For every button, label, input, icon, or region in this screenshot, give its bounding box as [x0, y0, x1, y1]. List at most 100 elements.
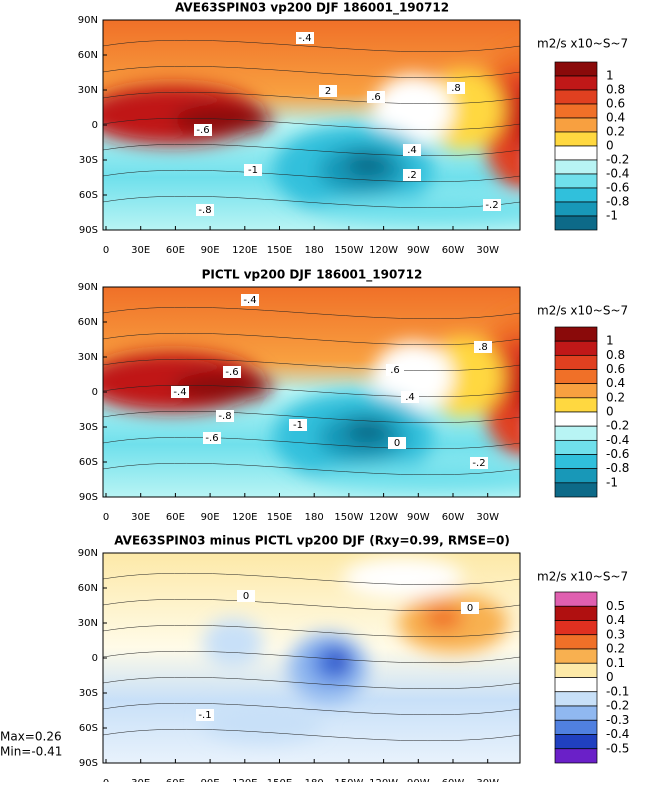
- contour-label: .2: [407, 170, 417, 181]
- colorbar-box: [554, 705, 598, 721]
- contour-line: [103, 677, 520, 689]
- min-stat: Min=-0.41: [0, 745, 62, 759]
- colorbar-box: [554, 439, 598, 455]
- colorbar-box: [554, 691, 598, 707]
- y-tick-label: 60N: [78, 317, 98, 328]
- contour-line: [103, 40, 520, 52]
- contour-region: [346, 420, 390, 444]
- contour-label: -.1: [198, 710, 211, 721]
- x-tick-label: 150W: [334, 778, 363, 782]
- contour-region: [328, 651, 348, 671]
- max-stat: Max=0.26: [0, 730, 62, 744]
- contour-line: [103, 359, 520, 371]
- contour-label-box: [196, 204, 214, 216]
- contour-line: [103, 196, 520, 208]
- contour-label: -.6: [205, 433, 218, 444]
- y-tick-label: 30N: [78, 352, 98, 363]
- colorbar-box: [554, 411, 598, 427]
- x-tick-label: 90E: [201, 778, 220, 782]
- contour-region: [513, 93, 520, 147]
- colorbar-box: [554, 634, 598, 650]
- contour-line: [103, 92, 520, 104]
- contour-line: [103, 385, 520, 397]
- colorbar-label: 0.8: [606, 83, 625, 97]
- y-tick-label: 30N: [78, 618, 98, 629]
- contour-label: -.8: [218, 411, 231, 422]
- x-tick-label: 180: [305, 512, 324, 523]
- colorbar-box: [554, 620, 598, 636]
- colorbar-label: -0.2: [606, 699, 629, 713]
- contour-label-box: [403, 144, 421, 156]
- colorbar-box: [554, 591, 598, 607]
- x-tick-label: 90W: [407, 778, 430, 782]
- contour-line: [103, 463, 520, 475]
- y-tick-label: 90N: [78, 548, 98, 559]
- contour-fill: [203, 558, 508, 743]
- x-tick-label: 0: [103, 778, 109, 782]
- colorbar-box: [554, 173, 598, 189]
- colorbar-box: [554, 145, 598, 161]
- contour-label-box: [196, 709, 214, 721]
- colorbar-box: [554, 159, 598, 175]
- contour-label-box: [470, 457, 488, 469]
- y-tick-label: 30S: [79, 688, 98, 699]
- x-tick-label: 150W: [334, 245, 363, 256]
- colorbar-label: -0.2: [606, 419, 629, 433]
- contour-region: [203, 703, 323, 743]
- contour-line: [103, 729, 520, 741]
- colorbar-label: -0.4: [606, 727, 629, 741]
- colorbar-label: -0.1: [606, 684, 629, 698]
- colorbar-label: -0.3: [606, 713, 629, 727]
- colorbar-label: -1: [606, 475, 618, 489]
- contour-label: -1: [248, 165, 258, 176]
- panel: AVE63SPIN03 minus PICTL vp200 DJF (Rxy=0…: [78, 534, 630, 786]
- contour-label-box: [216, 410, 234, 422]
- contour-region: [346, 153, 390, 177]
- colorbar-box: [554, 103, 598, 119]
- contour-line: [103, 170, 520, 182]
- contour-label: -1: [293, 420, 303, 431]
- x-tick-label: 30W: [476, 778, 499, 782]
- colorbar-label: -0.2: [606, 153, 629, 167]
- colorbar-label: -0.5: [606, 741, 629, 755]
- colorbar-box: [554, 75, 598, 91]
- contour-label: .6: [371, 92, 381, 103]
- colorbar-label: -1: [606, 209, 618, 223]
- x-tick-label: 120W: [369, 512, 398, 523]
- panel-title: AVE63SPIN03 vp200 DJF 186001_190712: [175, 1, 449, 16]
- contour-region: [373, 342, 453, 412]
- colorbar-box: [554, 131, 598, 147]
- contour-region: [513, 360, 520, 414]
- colorbar-box: [554, 468, 598, 484]
- colorbar-box: [554, 425, 598, 441]
- colorbar-box: [554, 326, 598, 342]
- y-tick-label: 90S: [79, 225, 98, 236]
- panel-title: AVE63SPIN03 minus PICTL vp200 DJF (Rxy=0…: [114, 534, 510, 548]
- x-tick-label: 60E: [166, 245, 185, 256]
- colorbar-label: -0.4: [606, 433, 629, 447]
- contour-label-box: [461, 602, 479, 614]
- x-tick-label: 30E: [131, 512, 150, 523]
- contour-line: [103, 625, 520, 637]
- contour-label-box: [289, 419, 307, 431]
- map-field: [103, 287, 520, 497]
- x-tick-label: 120W: [369, 245, 398, 256]
- map-field: [103, 553, 520, 763]
- contour-label-box: [203, 432, 221, 444]
- contour-region: [203, 618, 263, 668]
- x-tick-label: 180: [305, 778, 324, 782]
- x-tick-label: 90W: [407, 512, 430, 523]
- colorbar-box: [554, 340, 598, 356]
- x-tick-label: 60E: [166, 512, 185, 523]
- colorbar-box: [554, 187, 598, 203]
- colorbar-label: -0.6: [606, 181, 629, 195]
- contour-label: -.4: [243, 295, 256, 306]
- contour-label-box: [223, 366, 241, 378]
- colorbar-box: [554, 369, 598, 385]
- y-tick-label: 90S: [79, 492, 98, 503]
- contour-label-box: [319, 85, 337, 97]
- contour-label: 2: [325, 86, 331, 97]
- colorbar-label: 0: [606, 670, 614, 684]
- colorbar-label: 0: [606, 405, 614, 419]
- contour-line: [103, 118, 520, 130]
